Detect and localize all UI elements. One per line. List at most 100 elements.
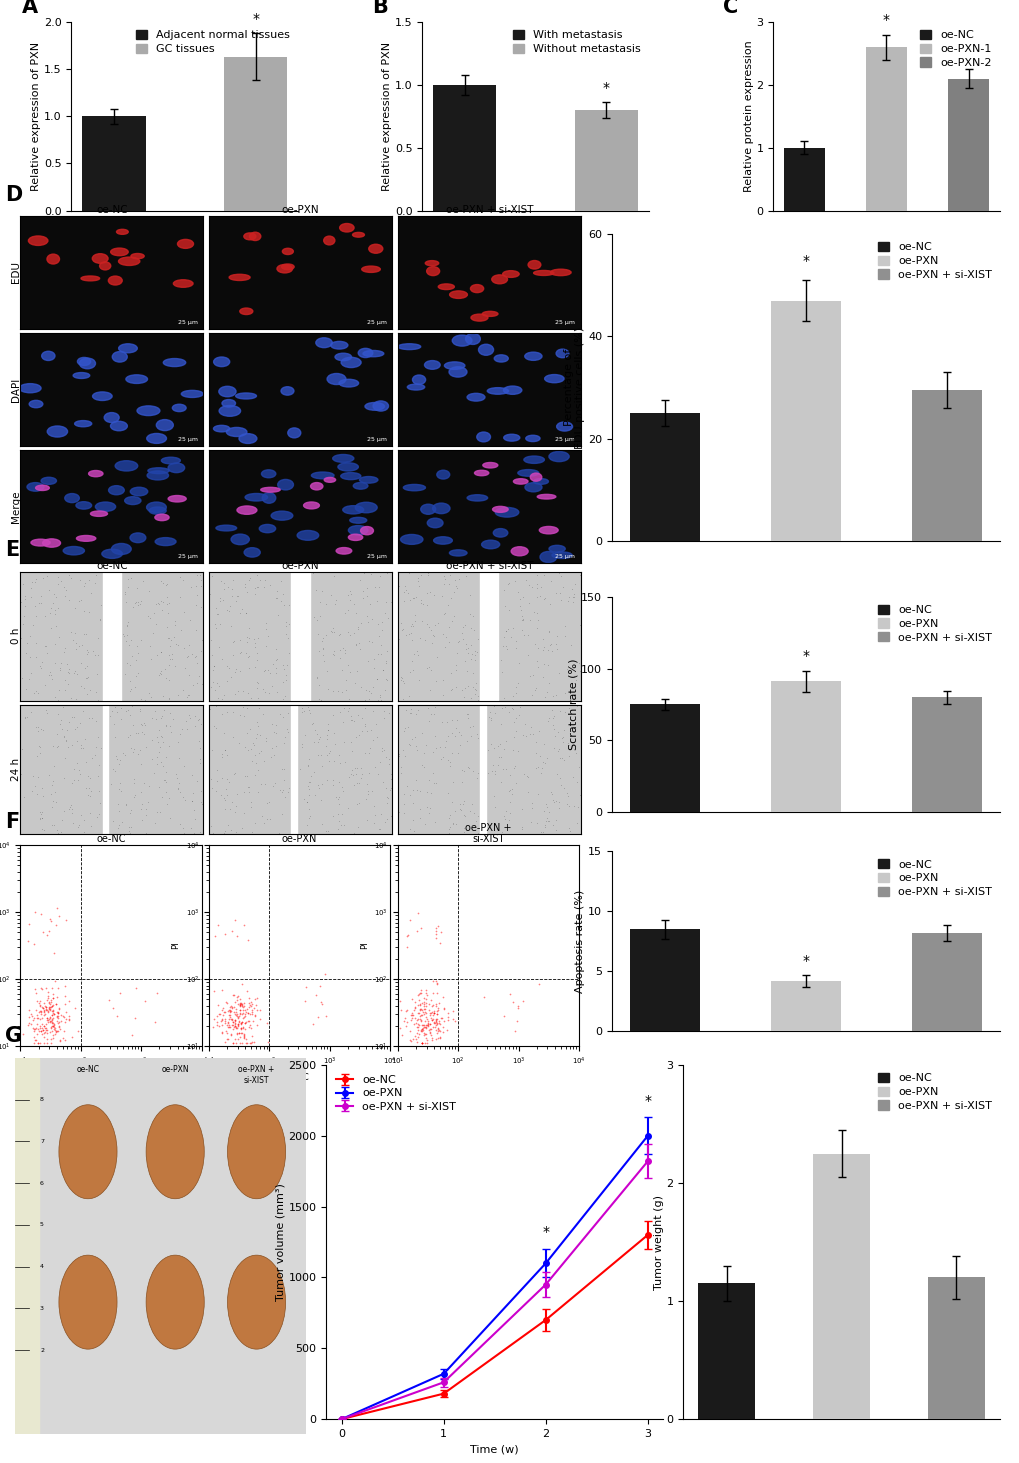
Point	[492, 770, 508, 793]
Point	[216, 739, 232, 762]
Title: oe-NC: oe-NC	[96, 834, 125, 844]
Ellipse shape	[530, 473, 541, 481]
Point	[350, 704, 366, 727]
Point	[454, 793, 471, 816]
Ellipse shape	[108, 277, 122, 285]
Point	[147, 1011, 163, 1034]
Point	[544, 714, 560, 737]
Point	[45, 1007, 61, 1030]
Point	[393, 664, 410, 688]
Point	[127, 721, 144, 745]
Bar	[103, 572, 121, 701]
Point	[204, 563, 220, 587]
Point	[181, 609, 198, 632]
Point	[165, 707, 181, 730]
Point	[192, 730, 208, 753]
Point	[238, 1031, 255, 1055]
Ellipse shape	[524, 456, 544, 464]
Point	[120, 610, 137, 633]
Point	[398, 774, 415, 797]
Point	[311, 639, 327, 663]
Point	[565, 585, 581, 609]
Ellipse shape	[111, 543, 131, 554]
Point	[206, 980, 222, 1004]
Point	[132, 797, 149, 821]
Point	[260, 658, 276, 682]
Point	[407, 724, 423, 748]
Point	[507, 682, 524, 705]
Point	[540, 707, 556, 730]
Point	[420, 1012, 436, 1036]
Point	[369, 613, 385, 636]
Point	[424, 982, 440, 1005]
Point	[439, 781, 455, 805]
Point	[224, 790, 240, 813]
Point	[105, 809, 121, 832]
Point	[407, 996, 423, 1020]
Point	[244, 1024, 260, 1048]
Text: 3: 3	[40, 1306, 44, 1311]
Ellipse shape	[43, 538, 60, 547]
Point	[193, 819, 209, 843]
Point	[227, 590, 244, 613]
Point	[172, 812, 189, 835]
Point	[158, 780, 174, 803]
Bar	[927, 1277, 984, 1419]
Point	[542, 632, 558, 655]
Point	[172, 781, 189, 805]
Point	[361, 680, 377, 704]
Point	[107, 726, 123, 749]
Bar	[948, 79, 988, 211]
Point	[410, 569, 426, 593]
Point	[372, 686, 388, 710]
Point	[411, 989, 427, 1012]
Point	[183, 764, 200, 787]
Point	[105, 996, 121, 1020]
Point	[244, 998, 260, 1021]
Point	[144, 705, 160, 729]
Point	[206, 714, 222, 737]
Point	[46, 582, 62, 606]
Point	[44, 1014, 60, 1037]
Point	[46, 1018, 62, 1042]
Point	[233, 1002, 250, 1026]
Point	[160, 601, 176, 625]
Point	[178, 685, 195, 708]
Point	[409, 1026, 425, 1049]
Point	[234, 679, 251, 702]
Point	[493, 821, 510, 844]
Point	[348, 771, 365, 794]
Point	[363, 718, 379, 742]
Point	[182, 575, 199, 598]
Point	[418, 613, 434, 636]
Ellipse shape	[433, 537, 451, 544]
Point	[121, 724, 138, 748]
Point	[570, 651, 586, 674]
Point	[33, 802, 49, 825]
Point	[214, 1021, 230, 1045]
Point	[158, 714, 174, 737]
Ellipse shape	[19, 383, 41, 392]
Point	[425, 740, 441, 764]
Point	[468, 809, 484, 832]
Point	[425, 1011, 441, 1034]
Point	[34, 903, 50, 926]
Point	[428, 771, 444, 794]
Ellipse shape	[137, 405, 160, 415]
Point	[76, 727, 93, 751]
Bar	[82, 117, 146, 211]
Point	[243, 1031, 259, 1055]
Point	[453, 620, 470, 644]
Point	[24, 1004, 41, 1027]
Point	[571, 756, 587, 780]
Point	[57, 992, 73, 1015]
Point	[34, 995, 50, 1018]
Point	[224, 983, 240, 1007]
Point	[217, 922, 233, 945]
Point	[42, 999, 58, 1023]
Point	[434, 584, 450, 607]
Point	[547, 683, 564, 707]
Point	[125, 768, 142, 791]
Point	[250, 626, 266, 650]
Point	[350, 815, 366, 838]
